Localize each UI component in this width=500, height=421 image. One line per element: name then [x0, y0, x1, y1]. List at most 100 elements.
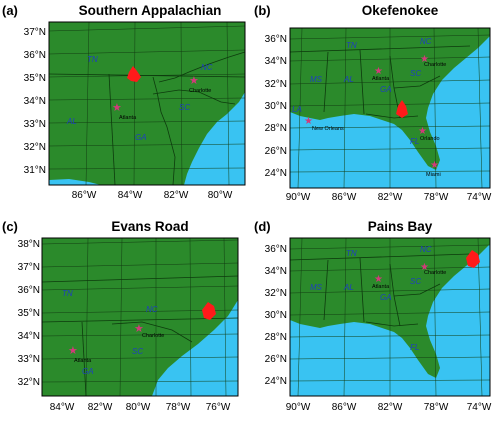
- city-label-charlotte: Charlotte: [189, 88, 211, 94]
- city-star-icon: ★: [68, 345, 78, 357]
- city-star-icon: ★: [420, 262, 429, 273]
- state-label-tn: TN: [62, 289, 73, 298]
- lat-tick: 24°N: [265, 376, 287, 387]
- study-site-marker: [396, 100, 408, 118]
- panel-title: Southern Appalachian: [78, 3, 222, 18]
- state-label-fl: FL: [410, 137, 419, 146]
- city-label-atlanta: Atlanta: [74, 358, 92, 364]
- city-star-icon: ★: [112, 102, 122, 114]
- state-label-tn: TN: [87, 55, 98, 64]
- state-label-sc: SC: [179, 103, 190, 112]
- lat-tick: 24°N: [265, 168, 287, 179]
- lon-tick: 82°W: [378, 402, 403, 413]
- lon-tick: 74°W: [467, 402, 492, 413]
- map-pains-bay: TN NC SC MS AL GA FL ★ Charlotte ★ Atlan…: [265, 237, 492, 413]
- panel-title: Evans Road: [111, 219, 189, 234]
- state-label-al: AL: [343, 75, 354, 84]
- city-label-miami: Miami: [426, 172, 441, 178]
- state-label-ga: GA: [380, 293, 392, 302]
- lon-tick: 86°W: [332, 402, 357, 413]
- lat-tick: 36°N: [265, 34, 287, 45]
- lat-tick: 26°N: [265, 354, 287, 365]
- lat-tick: 30°N: [265, 310, 287, 321]
- panel-letter: (c): [2, 219, 18, 234]
- state-label-ga: GA: [380, 85, 392, 94]
- ocean-area: [184, 92, 245, 185]
- map-evans-road: TN NC SC GA ★ Charlotte ★ Atlanta 38°N 3…: [18, 237, 239, 413]
- panel-letter: (d): [254, 219, 271, 234]
- lon-tick: 90°W: [286, 192, 311, 203]
- lat-tick: 33°N: [24, 119, 46, 130]
- lat-tick: 30°N: [265, 101, 287, 112]
- lon-tick: 84°W: [50, 402, 75, 413]
- lat-tick: 36°N: [24, 50, 46, 61]
- city-star-icon: ★: [374, 66, 383, 77]
- city-star-icon: ★: [430, 160, 439, 171]
- state-label-ga: GA: [82, 367, 94, 376]
- state-label-sc: SC: [410, 277, 421, 286]
- lon-tick: 86°W: [72, 190, 97, 201]
- lat-tick: 32°N: [265, 79, 287, 90]
- lat-tick: 37°N: [18, 262, 40, 273]
- lat-tick: 38°N: [18, 239, 40, 250]
- lat-tick: 28°N: [265, 332, 287, 343]
- lat-tick: 34°N: [265, 56, 287, 67]
- city-star-icon: ★: [418, 126, 427, 137]
- lat-tick: 35°N: [18, 308, 40, 319]
- lat-tick: 32°N: [265, 288, 287, 299]
- panel-letter: (b): [254, 3, 271, 18]
- lon-tick: 78°W: [166, 402, 191, 413]
- state-label-tn: TN: [346, 41, 357, 50]
- lat-tick: 26°N: [265, 146, 287, 157]
- state-label-ga: GA: [135, 133, 147, 142]
- lat-tick: 35°N: [24, 73, 46, 84]
- map-okefenokee: TN NC SC MS AL GA FL LA ★ Charlotte ★ At…: [265, 27, 492, 203]
- lat-tick: 36°N: [265, 244, 287, 255]
- city-label-atlanta: Atlanta: [119, 115, 137, 121]
- state-label-al: AL: [66, 117, 77, 126]
- state-label-sc: SC: [132, 347, 143, 356]
- study-site-marker: [202, 302, 216, 320]
- lon-tick: 82°W: [164, 190, 189, 201]
- state-label-al: AL: [343, 283, 354, 292]
- state-label-nc: NC: [146, 305, 158, 314]
- state-label-nc: NC: [201, 63, 213, 72]
- city-label-charlotte: Charlotte: [424, 62, 446, 68]
- study-site-marker: [127, 66, 141, 82]
- gulf-area: [49, 179, 101, 185]
- city-star-icon: ★: [420, 54, 429, 65]
- city-label-atlanta: Atlanta: [372, 76, 390, 82]
- lat-tick: 28°N: [265, 123, 287, 134]
- lon-tick: 80°W: [126, 402, 151, 413]
- lon-tick: 80°W: [208, 190, 233, 201]
- ocean-area: [152, 300, 238, 396]
- lat-tick: 34°N: [18, 331, 40, 342]
- city-label-new-orleans: New Orleans: [312, 126, 344, 132]
- state-label-la: LA: [292, 105, 302, 114]
- panel-title: Okefenokee: [361, 3, 439, 18]
- state-label-ms: MS: [310, 75, 323, 84]
- city-star-icon: ★: [304, 116, 313, 127]
- map-southern-appalachian: TN NC SC AL GA ★ Charlotte ★ Atlanta 37°…: [24, 21, 246, 201]
- panel-title: Pains Bay: [367, 219, 433, 234]
- state-label-tn: TN: [346, 249, 357, 258]
- lon-tick: 78°W: [424, 402, 449, 413]
- lon-tick: 82°W: [378, 192, 403, 203]
- lon-tick: 82°W: [88, 402, 113, 413]
- state-label-nc: NC: [420, 37, 432, 46]
- state-label-ms: MS: [310, 283, 323, 292]
- city-star-icon: ★: [134, 323, 144, 335]
- state-label-fl: FL: [410, 343, 419, 352]
- lat-tick: 34°N: [265, 266, 287, 277]
- lon-tick: 78°W: [424, 192, 449, 203]
- city-star-icon: ★: [189, 75, 199, 87]
- city-label-charlotte: Charlotte: [142, 333, 164, 339]
- lat-tick: 32°N: [24, 142, 46, 153]
- city-star-icon: ★: [374, 274, 383, 285]
- lat-tick: 34°N: [24, 96, 46, 107]
- lon-tick: 90°W: [286, 402, 311, 413]
- lon-tick: 74°W: [467, 192, 492, 203]
- lat-tick: 33°N: [18, 354, 40, 365]
- lat-tick: 37°N: [24, 27, 46, 38]
- lat-tick: 36°N: [18, 285, 40, 296]
